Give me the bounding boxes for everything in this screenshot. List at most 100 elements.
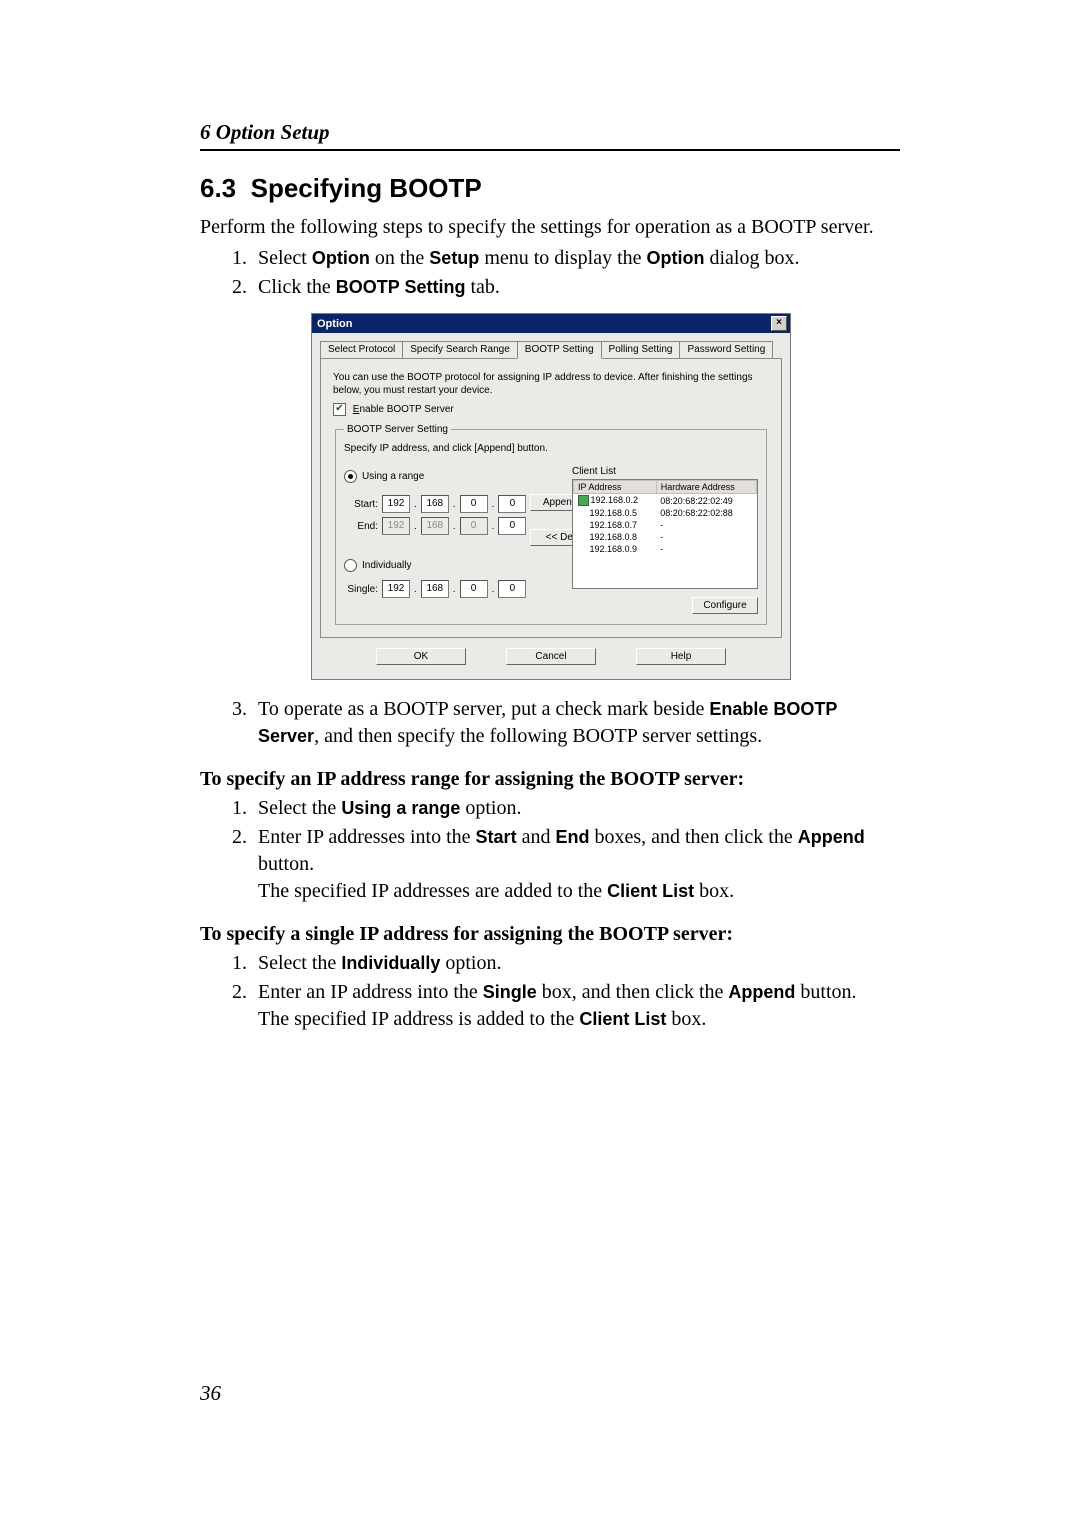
radio-individually[interactable]: Individually [344, 559, 564, 572]
ip-octet[interactable]: 168 [421, 495, 449, 513]
bold-bootp-setting: BOOTP Setting [336, 277, 466, 297]
radio-using-range[interactable]: Using a range [344, 470, 564, 483]
text: , and then specify the following BOOTP s… [314, 725, 762, 747]
steps-sub2: Select the Individually option. Enter an… [200, 950, 900, 1033]
table-row[interactable]: 192.168.0.208:20:68:22:02:49 [574, 494, 757, 508]
text: Select the [258, 797, 341, 819]
ok-button[interactable]: OK [376, 648, 466, 665]
step-2: Click the BOOTP Setting tab. [252, 274, 900, 301]
close-icon[interactable]: × [771, 316, 787, 331]
ip-octet[interactable]: 0 [498, 495, 526, 513]
ip-octet[interactable]: 0 [498, 580, 526, 598]
ip-octet[interactable]: 0 [498, 517, 526, 535]
section-number: 6.3 [200, 173, 236, 203]
tabs-row: Select Protocol Specify Search Range BOO… [320, 341, 782, 359]
cell: 192.168.0.7 [574, 519, 657, 531]
table-row[interactable]: 192.168.0.7- [574, 519, 757, 531]
bold-single: Single [483, 982, 537, 1002]
step-1: Select Option on the Setup menu to displ… [252, 245, 900, 272]
bold-start: Start [476, 827, 517, 847]
steps-sub1: Select the Using a range option. Enter I… [200, 795, 900, 905]
bold-individually: Individually [341, 953, 440, 973]
cell: 192.168.0.9 [574, 543, 657, 555]
ip-octet[interactable]: 192 [382, 495, 410, 513]
bold-client-list2: Client List [579, 1009, 666, 1029]
text: To operate as a BOOTP server, put a chec… [258, 698, 709, 720]
sub2-step2: Enter an IP address into the Single box,… [252, 979, 900, 1033]
cell: - [656, 531, 756, 543]
text: Enter IP addresses into the [258, 826, 476, 848]
bold-setup: Setup [429, 248, 479, 268]
radio-icon[interactable] [344, 559, 357, 572]
text: Click the [258, 276, 336, 298]
ip-octet[interactable]: 168 [421, 517, 449, 535]
table-row[interactable]: 192.168.0.508:20:68:22:02:88 [574, 507, 757, 519]
text: Enter an IP address into the [258, 981, 483, 1003]
group-legend: BOOTP Server Setting [344, 424, 451, 435]
tab-content: You can use the BOOTP protocol for assig… [320, 358, 782, 638]
tab-select-protocol[interactable]: Select Protocol [320, 341, 403, 359]
sub1-step1: Select the Using a range option. [252, 795, 900, 822]
ip-octet[interactable]: 0 [460, 580, 488, 598]
text: menu to display the [479, 247, 646, 269]
tab-specify-search-range[interactable]: Specify Search Range [402, 341, 518, 359]
radio-label: Using a range [362, 471, 424, 482]
tab-polling-setting[interactable]: Polling Setting [601, 341, 681, 359]
ip-octet[interactable]: 192 [382, 580, 410, 598]
configure-button[interactable]: Configure [692, 597, 758, 614]
sub1-step2: Enter IP addresses into the Start and En… [252, 824, 900, 905]
bold-option2: Option [647, 248, 705, 268]
cell: - [656, 519, 756, 531]
bold-append: Append [798, 827, 865, 847]
cell: - [656, 543, 756, 555]
dialog-intro: You can use the BOOTP protocol for assig… [333, 371, 769, 397]
ip-octet[interactable]: 0 [460, 495, 488, 513]
text: box. [666, 1008, 706, 1030]
radio-icon[interactable] [344, 470, 357, 483]
table-row[interactable]: 192.168.0.9- [574, 543, 757, 555]
steps-list-after-dialog: To operate as a BOOTP server, put a chec… [200, 696, 900, 750]
text: box, and then click the [537, 981, 729, 1003]
cell: 08:20:68:22:02:88 [656, 507, 756, 519]
bold-using-range: Using a range [341, 798, 460, 818]
intro-paragraph: Perform the following steps to specify t… [200, 214, 900, 241]
client-list-label: Client List [572, 466, 758, 477]
radio-label: Individually [362, 560, 411, 571]
end-ip-row: End: 192. 168. 0. 0 [344, 517, 526, 535]
start-ip-row: Start: 192. 168. 0. 0 [344, 495, 526, 513]
single-label: Single: [344, 584, 378, 595]
text: Select [258, 247, 312, 269]
tab-password-setting[interactable]: Password Setting [679, 341, 773, 359]
ip-octet[interactable]: 0 [460, 517, 488, 535]
option-dialog: Option × Select Protocol Specify Search … [311, 313, 789, 680]
text: tab. [465, 276, 499, 298]
bold-append2: Append [728, 982, 795, 1002]
table-row[interactable]: 192.168.0.8- [574, 531, 757, 543]
ip-octet[interactable]: 192 [382, 517, 410, 535]
help-button[interactable]: Help [636, 648, 726, 665]
text: option. [440, 952, 501, 974]
enable-bootp-row[interactable]: ✔ Enable BOOTP Server [333, 403, 769, 416]
client-list[interactable]: IP Address Hardware Address 192.168.0.20… [572, 479, 758, 589]
col-hw[interactable]: Hardware Address [656, 481, 756, 494]
text: The specified IP address is added to the [258, 1008, 579, 1030]
bootp-server-group: BOOTP Server Setting Specify IP address,… [335, 424, 767, 625]
ip-octet[interactable]: 168 [421, 580, 449, 598]
bold-end: End [555, 827, 589, 847]
bold-option: Option [312, 248, 370, 268]
cell: 08:20:68:22:02:49 [656, 494, 756, 508]
dialog-title: Option [317, 318, 352, 330]
subheading-single: To specify a single IP address for assig… [200, 923, 900, 946]
checkbox-icon[interactable]: ✔ [333, 403, 346, 416]
page-number: 36 [200, 1381, 221, 1406]
text: on the [370, 247, 429, 269]
device-icon [578, 495, 589, 506]
text: The specified IP addresses are added to … [258, 880, 607, 902]
cancel-button[interactable]: Cancel [506, 648, 596, 665]
text: button. [795, 981, 856, 1003]
tab-bootp-setting[interactable]: BOOTP Setting [517, 341, 602, 359]
section-heading: Specifying BOOTP [251, 173, 482, 203]
enable-rest: nable BOOTP Server [359, 404, 453, 415]
col-ip[interactable]: IP Address [574, 481, 657, 494]
bold-client-list: Client List [607, 881, 694, 901]
